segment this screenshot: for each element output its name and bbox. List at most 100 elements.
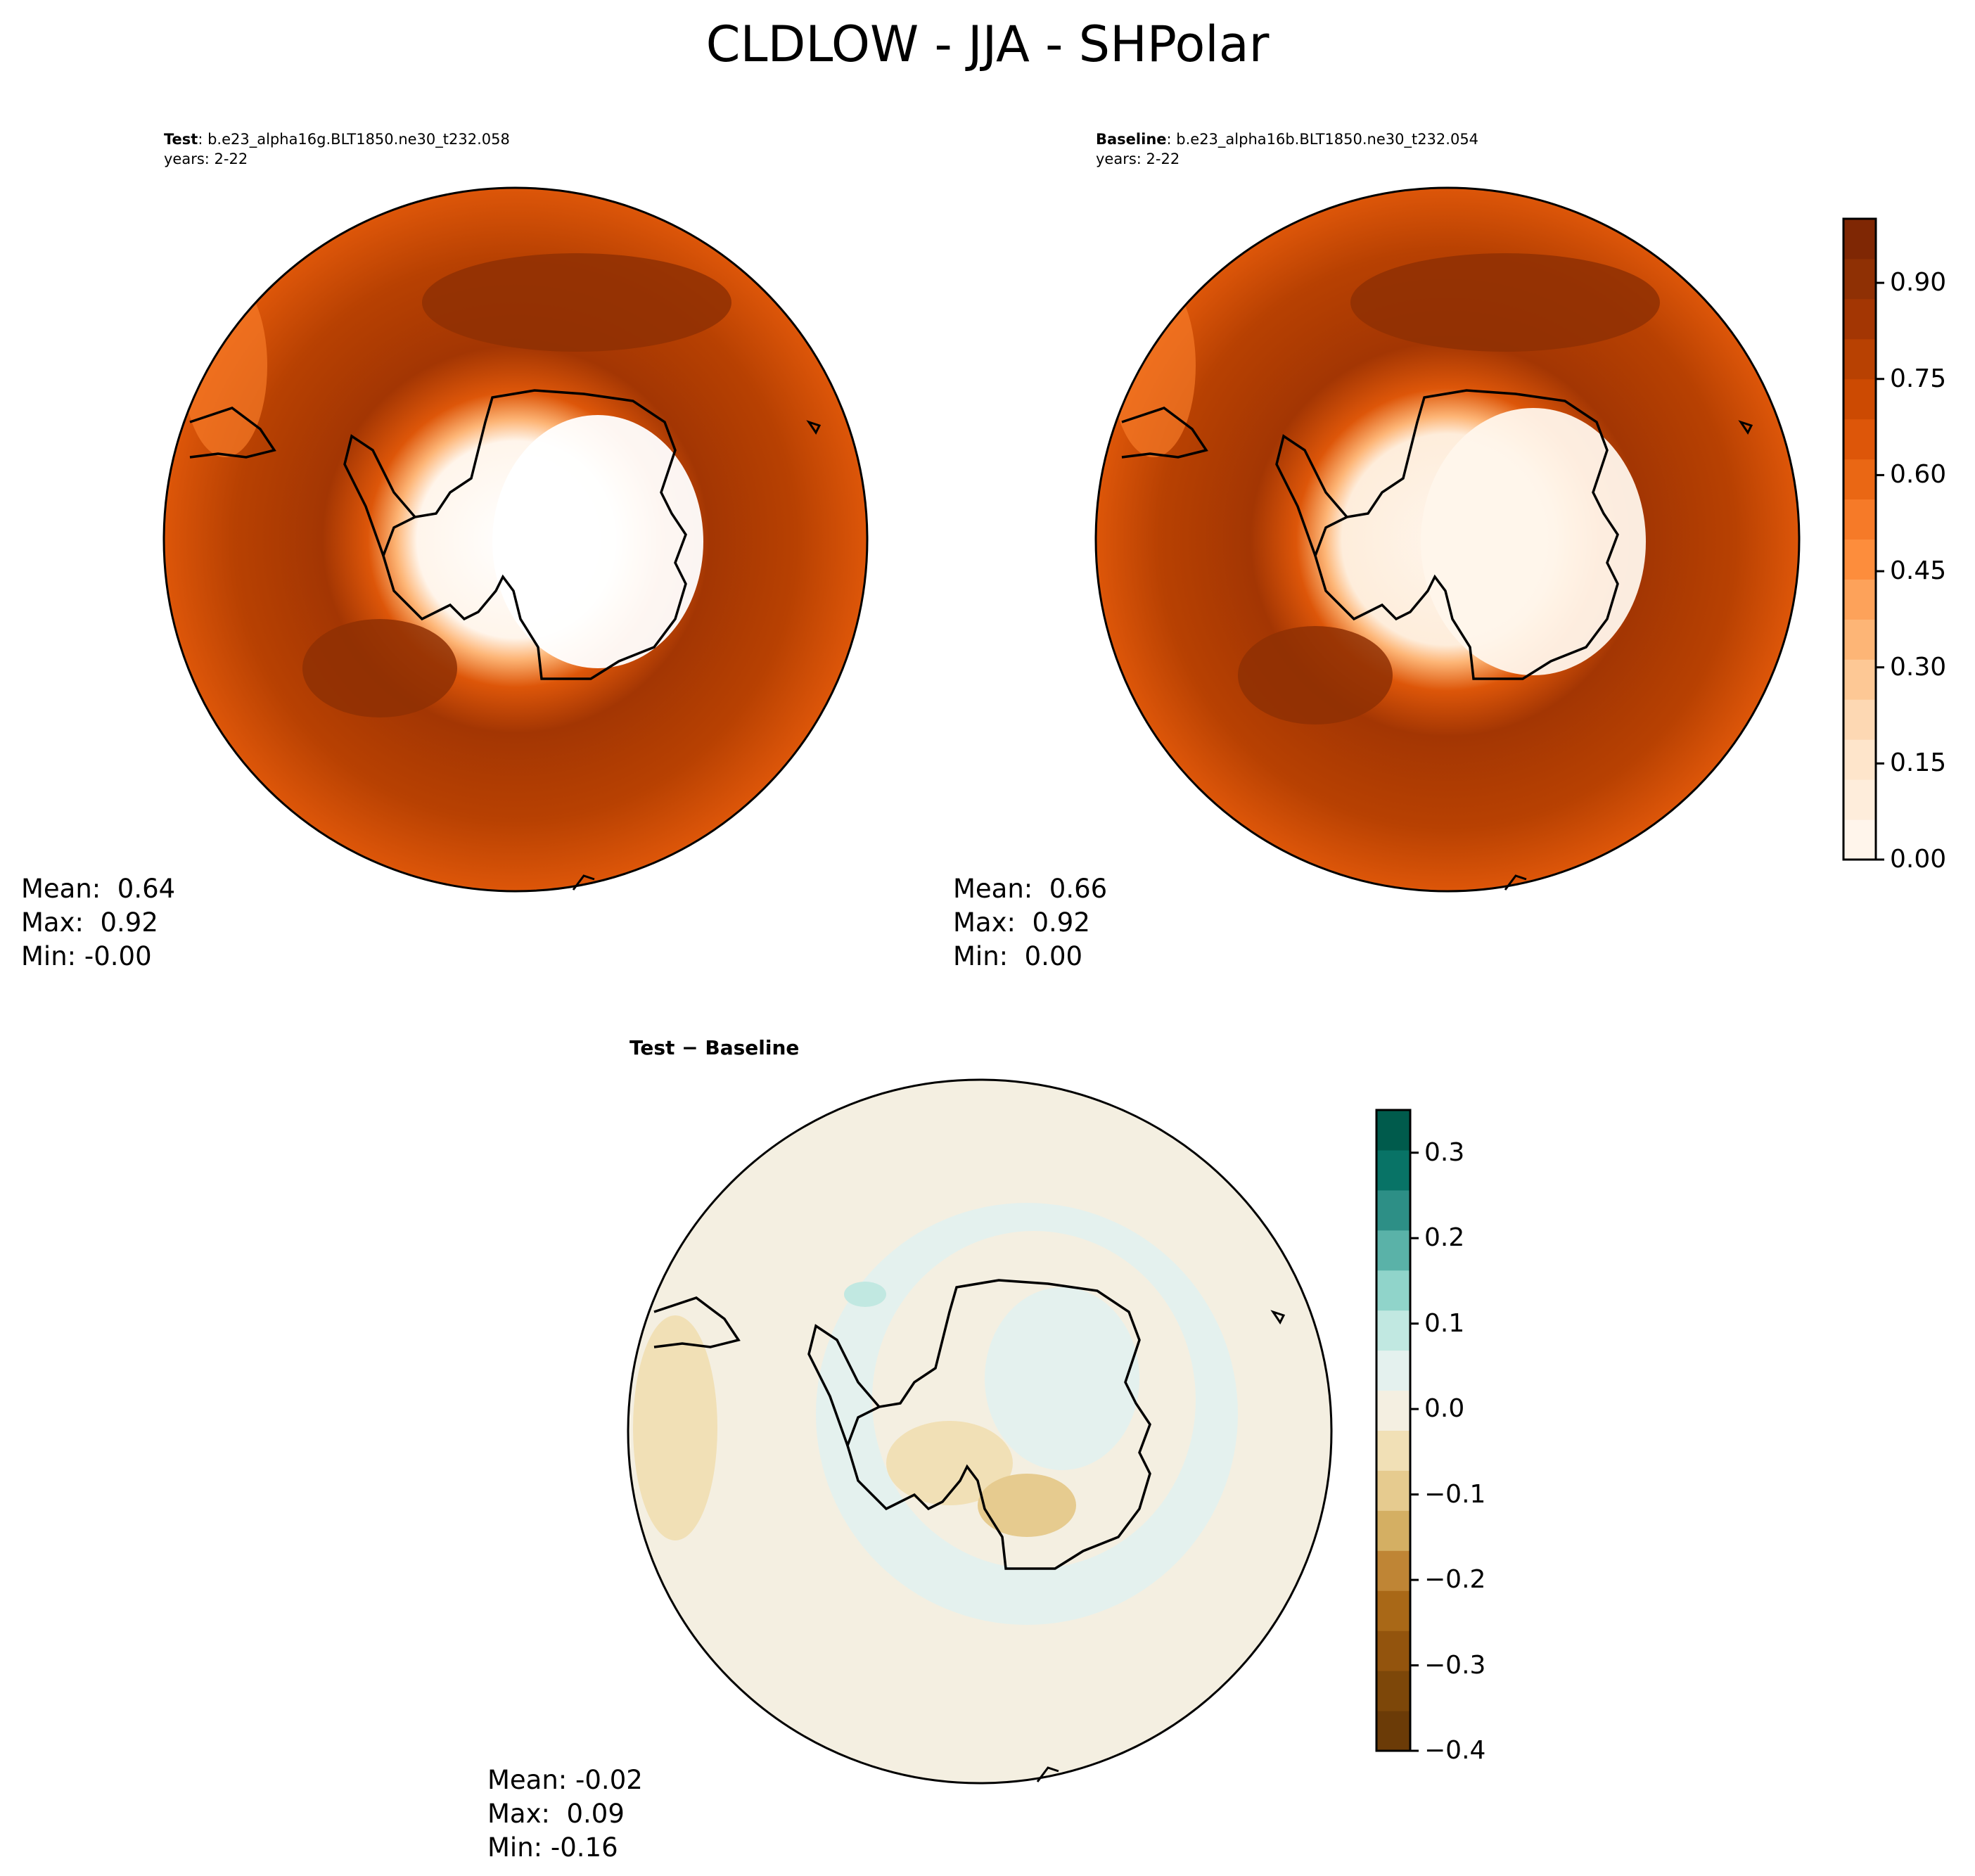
- main-colorbar-segment: [1843, 298, 1876, 340]
- main-colorbar-tick-label: 0.30: [1890, 652, 1947, 682]
- diff-colorbar-tick-label: 0.1: [1424, 1308, 1465, 1338]
- main-colorbar-segment: [1843, 499, 1876, 540]
- main-colorbar-segment: [1843, 779, 1876, 820]
- diff-map: [627, 1078, 1333, 1785]
- test-min: Min: -0.00: [21, 941, 152, 971]
- test-antarctic-interior: [492, 415, 703, 668]
- test-mean: Mean: 0.64: [21, 874, 176, 904]
- baseline-mean: Mean: 0.66: [953, 874, 1108, 904]
- main-colorbar-frame: [1842, 217, 1877, 861]
- main-colorbar-tick-label: 0.00: [1890, 845, 1947, 874]
- test-map: [162, 186, 869, 893]
- diff-colorbar-segment: [1376, 1510, 1410, 1551]
- diff-colorbar-tick-label: 0.0: [1424, 1394, 1465, 1424]
- baseline-antarctic-interior: [1421, 408, 1646, 675]
- main-colorbar-tick-label: 0.90: [1890, 268, 1947, 298]
- diff-stats: Mean: -0.02 Max: 0.09 Min: -0.16: [487, 1763, 643, 1865]
- baseline-stats: Mean: 0.66 Max: 0.92 Min: 0.00: [953, 872, 1107, 974]
- diff-positive-spot: [844, 1282, 886, 1307]
- main-colorbar-segment: [1843, 739, 1876, 780]
- baseline-panel-header: Baseline: b.e23_alpha16b.BLT1850.ne30_t2…: [1096, 129, 1478, 150]
- diff-antarctica-coastline: [846, 1279, 1151, 1570]
- test-lower-cloud-west: [183, 274, 267, 457]
- baseline-antarctic-peninsula: [1275, 434, 1348, 556]
- diff-panel-header: Test − Baseline: [629, 1036, 800, 1059]
- diff-colorbar-tick-label: 0.3: [1424, 1137, 1465, 1167]
- diff-south-america-tip: [653, 1296, 741, 1348]
- diff-colorbar-segment: [1376, 1390, 1410, 1431]
- main-colorbar-segment: [1843, 619, 1876, 660]
- diff-colorbar-segment: [1376, 1671, 1410, 1711]
- diff-island-east: [1270, 1310, 1286, 1325]
- baseline-min: Min: 0.00: [953, 941, 1083, 971]
- diff-colorbar-tick-label: −0.2: [1424, 1565, 1486, 1595]
- diff-colorbar-segment: [1376, 1110, 1410, 1151]
- test-south-america-tip: [189, 407, 276, 459]
- diff-colorbar-frame: [1375, 1109, 1412, 1752]
- diff-colorbar-segment: [1376, 1550, 1410, 1591]
- diff-mean: Mean: -0.02: [487, 1765, 643, 1795]
- test-stats: Mean: 0.64 Max: 0.92 Min: -0.00: [21, 872, 175, 974]
- main-colorbar-segment: [1843, 378, 1876, 420]
- diff-negative-far-west: [633, 1315, 717, 1540]
- diff-positive-interior: [985, 1287, 1139, 1470]
- test-antarctica-coastline: [382, 389, 687, 680]
- main-colorbar-segment: [1843, 258, 1876, 300]
- baseline-case-name: : b.e23_alpha16b.BLT1850.ne30_t232.054: [1166, 131, 1479, 148]
- test-antarctic-peninsula: [343, 434, 416, 556]
- main-colorbar-tick-label: 0.15: [1890, 748, 1947, 778]
- diff-colorbar-tick-label: −0.1: [1424, 1479, 1486, 1509]
- diff-colorbar-segment: [1376, 1711, 1410, 1751]
- diff-colorbar-segment: [1376, 1631, 1410, 1671]
- figure-title: CLDLOW - JJA - SHPolar: [705, 15, 1270, 73]
- test-case-name: : b.e23_alpha16g.BLT1850.ne30_t232.058: [198, 131, 510, 148]
- test-new-zealand-tip: [572, 874, 595, 891]
- baseline-new-zealand-tip: [1504, 874, 1527, 891]
- diff-colorbar-tick-label: −0.4: [1424, 1736, 1486, 1765]
- test-panel-header: Test: b.e23_alpha16g.BLT1850.ne30_t232.0…: [164, 129, 510, 150]
- main-colorbar-segment: [1843, 579, 1876, 620]
- diff-negative-south: [978, 1474, 1076, 1537]
- test-max: Max: 0.92: [21, 907, 158, 938]
- main-colorbar-segment: [1843, 219, 1876, 260]
- diff-colorbar-segment: [1376, 1230, 1410, 1271]
- diff-colorbar-segment: [1376, 1470, 1410, 1511]
- diff-negative-west: [886, 1421, 1013, 1505]
- main-colorbar-tick-label: 0.60: [1890, 460, 1947, 490]
- diff-colorbar-segment: [1376, 1590, 1410, 1631]
- diff-min: Min: -0.16: [487, 1832, 618, 1863]
- test-high-cloud-band-southwest: [302, 619, 457, 717]
- diff-colorbar-segment: [1376, 1310, 1410, 1351]
- baseline-label: Baseline: [1096, 131, 1167, 148]
- diff-max: Max: 0.09: [487, 1799, 625, 1829]
- baseline-antarctica-coastline: [1314, 389, 1619, 680]
- baseline-high-cloud-band-southwest: [1238, 626, 1393, 725]
- main-colorbar-segment: [1843, 419, 1876, 460]
- diff-colorbar-tick-label: −0.3: [1424, 1650, 1486, 1680]
- diff-new-zealand-tip: [1036, 1766, 1059, 1782]
- test-label: Test: [164, 131, 198, 148]
- main-colorbar-segment: [1843, 659, 1876, 700]
- baseline-island-east: [1738, 420, 1753, 435]
- main-colorbar: [1842, 217, 1884, 861]
- test-map-boundary: [162, 186, 869, 893]
- baseline-south-america-tip: [1121, 407, 1208, 459]
- baseline-years: years: 2-22: [1096, 151, 1180, 167]
- diff-colorbar-tick-label: 0.2: [1424, 1223, 1465, 1253]
- diff-map-boundary: [627, 1078, 1333, 1785]
- main-colorbar-tick-label: 0.45: [1890, 556, 1947, 586]
- test-island-east: [806, 420, 822, 435]
- main-colorbar-tick-label: 0.75: [1890, 364, 1947, 393]
- diff-colorbar-segment: [1376, 1149, 1410, 1191]
- diff-colorbar-segment: [1376, 1430, 1410, 1471]
- main-colorbar-segment: [1843, 459, 1876, 500]
- main-colorbar-segment: [1843, 819, 1876, 860]
- baseline-max: Max: 0.92: [953, 907, 1090, 938]
- baseline-map-boundary: [1094, 186, 1801, 893]
- test-high-cloud-band-north: [422, 253, 731, 352]
- diff-colorbar: [1375, 1109, 1419, 1752]
- main-colorbar-segment: [1843, 338, 1876, 380]
- test-years: years: 2-22: [164, 151, 248, 167]
- diff-antarctic-peninsula: [807, 1324, 881, 1446]
